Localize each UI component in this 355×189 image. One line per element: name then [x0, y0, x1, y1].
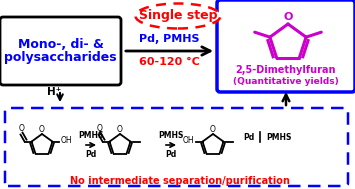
FancyBboxPatch shape	[0, 17, 121, 85]
Text: O: O	[39, 125, 45, 133]
Text: Single step: Single step	[139, 9, 217, 22]
Text: 2,5-Dimethylfuran: 2,5-Dimethylfuran	[236, 65, 336, 75]
Ellipse shape	[136, 4, 220, 29]
Text: Pd, PMHS: Pd, PMHS	[139, 34, 200, 44]
Text: Pd: Pd	[85, 150, 97, 159]
Text: No intermediate separation/purification: No intermediate separation/purification	[70, 176, 290, 186]
FancyBboxPatch shape	[5, 108, 348, 186]
Text: Pd: Pd	[165, 150, 177, 159]
Text: O: O	[18, 124, 24, 133]
Text: O: O	[97, 124, 103, 133]
Text: Mono-, di- &: Mono-, di- &	[17, 37, 103, 50]
Text: Pd: Pd	[243, 132, 254, 142]
Text: OH: OH	[183, 136, 195, 145]
Text: OH: OH	[60, 136, 72, 145]
Text: polysaccharides: polysaccharides	[4, 51, 117, 64]
Text: H⁺: H⁺	[47, 87, 61, 97]
Text: PMHS: PMHS	[158, 131, 184, 140]
Text: (Quantitative yields): (Quantitative yields)	[233, 77, 339, 85]
Text: PMHS: PMHS	[266, 132, 291, 142]
FancyBboxPatch shape	[217, 0, 355, 92]
Text: 60-120 °C: 60-120 °C	[139, 57, 200, 67]
Text: O: O	[210, 125, 216, 133]
Text: O: O	[283, 12, 293, 22]
Text: O: O	[117, 125, 123, 133]
Text: PMHS: PMHS	[78, 131, 104, 140]
